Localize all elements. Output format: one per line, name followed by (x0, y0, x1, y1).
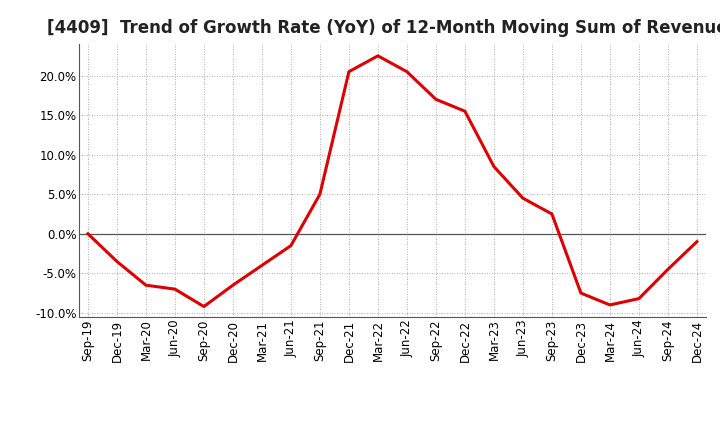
Title: [4409]  Trend of Growth Rate (YoY) of 12-Month Moving Sum of Revenues: [4409] Trend of Growth Rate (YoY) of 12-… (47, 19, 720, 37)
